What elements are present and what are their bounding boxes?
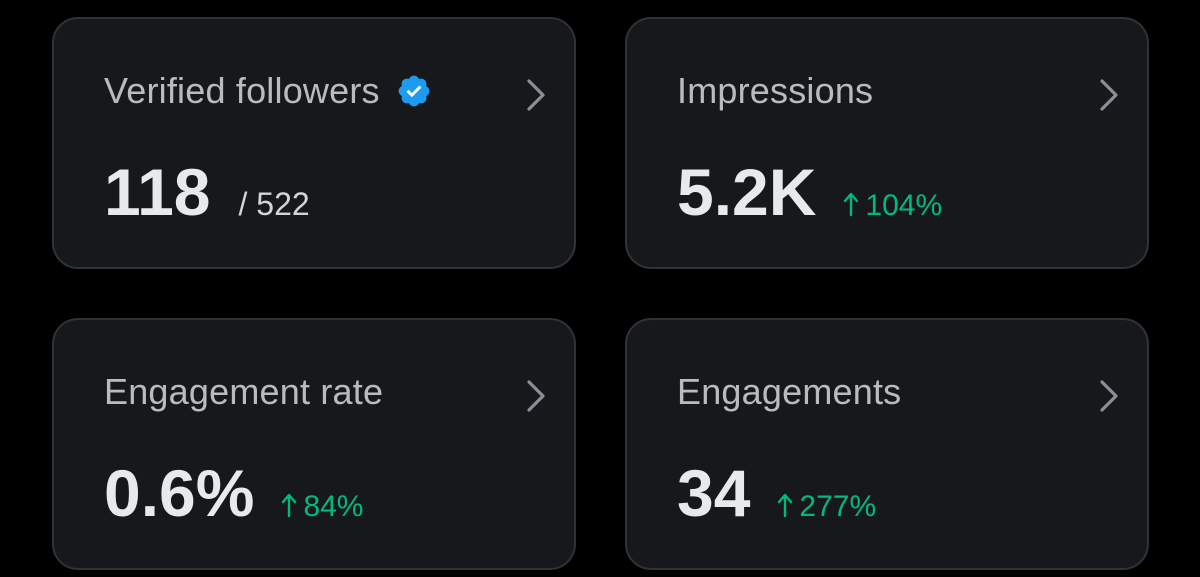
metric-delta: 104% bbox=[842, 189, 942, 223]
metric-value: 118 bbox=[104, 155, 211, 229]
metric-total: / 522 bbox=[238, 186, 310, 222]
arrow-up-icon bbox=[776, 492, 794, 518]
arrow-up-icon bbox=[842, 191, 860, 217]
chevron-right-icon[interactable] bbox=[524, 378, 550, 414]
metric-delta-value: 84% bbox=[303, 490, 364, 523]
metric-value: 0.6% bbox=[104, 456, 255, 530]
metric-delta-value: 277% bbox=[799, 490, 877, 523]
card-value-row: 118 / 522 bbox=[104, 154, 310, 230]
chevron-right-icon[interactable] bbox=[1097, 77, 1123, 113]
card-value-row: 0.6% 84% bbox=[104, 455, 363, 531]
card-verified-followers[interactable]: Verified followers 118 / 522 bbox=[52, 17, 576, 269]
card-label: Engagements bbox=[677, 371, 902, 412]
metric-value: 5.2K bbox=[677, 155, 817, 229]
card-impressions[interactable]: Impressions 5.2K 104% bbox=[625, 17, 1149, 269]
metric-value: 34 bbox=[677, 456, 751, 530]
card-engagement-rate[interactable]: Engagement rate 0.6% 84% bbox=[52, 318, 576, 570]
card-header: Verified followers bbox=[104, 69, 432, 113]
chevron-right-icon[interactable] bbox=[524, 77, 550, 113]
card-value-row: 34 277% bbox=[677, 455, 876, 531]
card-label: Verified followers bbox=[104, 70, 380, 111]
chevron-right-icon[interactable] bbox=[1097, 378, 1123, 414]
metric-delta: 84% bbox=[280, 490, 363, 524]
card-header: Impressions bbox=[677, 69, 873, 113]
arrow-up-icon bbox=[280, 492, 298, 518]
metric-delta-value: 104% bbox=[865, 189, 943, 222]
verified-badge-icon bbox=[396, 73, 432, 109]
metric-delta: 277% bbox=[776, 490, 876, 524]
card-header: Engagements bbox=[677, 370, 901, 414]
card-engagements[interactable]: Engagements 34 277% bbox=[625, 318, 1149, 570]
card-label: Engagement rate bbox=[104, 371, 384, 412]
card-label: Impressions bbox=[677, 70, 874, 111]
card-value-row: 5.2K 104% bbox=[677, 154, 942, 230]
card-header: Engagement rate bbox=[104, 370, 383, 414]
